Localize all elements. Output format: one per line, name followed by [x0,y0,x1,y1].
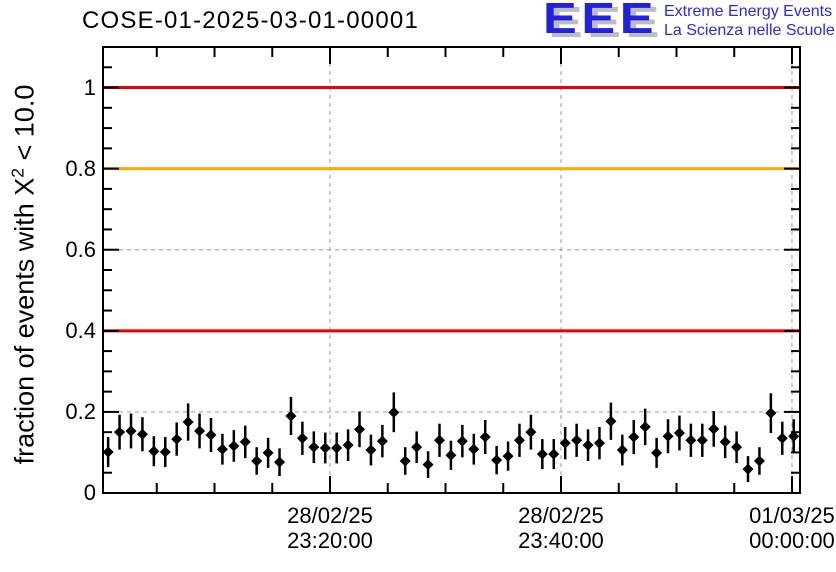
data-point [228,440,240,452]
data-point [388,406,400,418]
data-point [776,432,788,444]
data-point [114,426,126,438]
data-point [708,423,720,435]
data-point [296,432,308,444]
plot-title: COSE-01-2025-03-01-00001 [82,7,419,34]
data-point [216,443,228,455]
data-point [685,434,697,446]
data-point [673,427,685,439]
data-point [468,443,480,455]
data-point [651,447,663,459]
data-point [479,431,491,443]
data-point [331,442,343,454]
x-tick-time: 00:00:00 [749,528,835,553]
y-tick-label: 0.8 [65,155,96,181]
data-point [696,434,708,446]
data-point [434,434,446,446]
data-point [251,455,263,467]
data-point [662,430,674,442]
data-point [194,425,206,437]
data-point [731,441,743,453]
data-point [616,444,628,456]
data-point [788,430,800,442]
x-tick-label: 01/03/25 00:00:00 [712,503,836,553]
data-point [753,455,765,467]
data-point [399,455,411,467]
y-tick-label: 0 [83,480,96,505]
reference-lines [103,86,800,333]
data-point [605,415,617,427]
x-tick-label: 28/02/25 23:40:00 [481,503,641,553]
y-tick-label: 0.6 [65,236,96,262]
data-point [285,410,297,422]
data-point [536,448,548,460]
data-point [182,416,194,428]
data-point [502,450,514,462]
x-tick-date: 28/02/25 [287,503,373,528]
eee-logo-subtitle: Extreme Energy Events La Scienza nelle S… [664,2,835,40]
x-tick-date: 28/02/25 [518,503,604,528]
data-point [571,434,583,446]
data-point [376,435,388,447]
y-tick-label: 0.4 [65,317,96,343]
data-point [628,431,640,443]
data-point [159,446,171,458]
data-point [445,449,457,461]
eee-logo-line2: La Scienza nelle Scuole [664,22,835,39]
data-point [308,441,320,453]
data-point [559,437,571,449]
data-point [411,441,423,453]
x-tick-time: 23:40:00 [518,528,604,553]
data-point [639,421,651,433]
data-point [262,447,274,459]
data-point [513,434,525,446]
data-point [525,426,537,438]
x-tick-date: 01/03/25 [749,503,835,528]
eee-logo: EEE Extreme Energy Events La Scienza nel… [543,0,836,48]
data-point [548,448,560,460]
y-tick-label: 0.2 [65,398,96,424]
axis-frame [102,46,801,494]
gridlines [103,47,800,493]
data-point [593,437,605,449]
data-point [582,439,594,451]
data-point [365,444,377,456]
data-point [422,459,434,471]
data-point [125,425,137,437]
x-tick-label: 28/02/25 23:20:00 [250,503,410,553]
data-point [239,436,251,448]
data-point [765,407,777,419]
data-point [205,429,217,441]
data-point [456,435,468,447]
plot-frame [102,46,801,494]
axis-ticks [103,47,800,493]
data-point [354,423,366,435]
data-point [171,433,183,445]
data-point [148,445,160,457]
data-point [319,442,331,454]
data-series [102,392,800,483]
data-point [742,463,754,475]
data-point [274,456,286,468]
x-tick-time: 23:20:00 [287,528,373,553]
data-point [342,439,354,451]
eee-logo-acronym: EEE [543,0,659,43]
y-tick-label: 1 [83,74,96,100]
data-point [491,454,503,466]
eee-logo-line1: Extreme Energy Events [664,3,833,20]
data-point [719,436,731,448]
data-point [136,428,148,440]
